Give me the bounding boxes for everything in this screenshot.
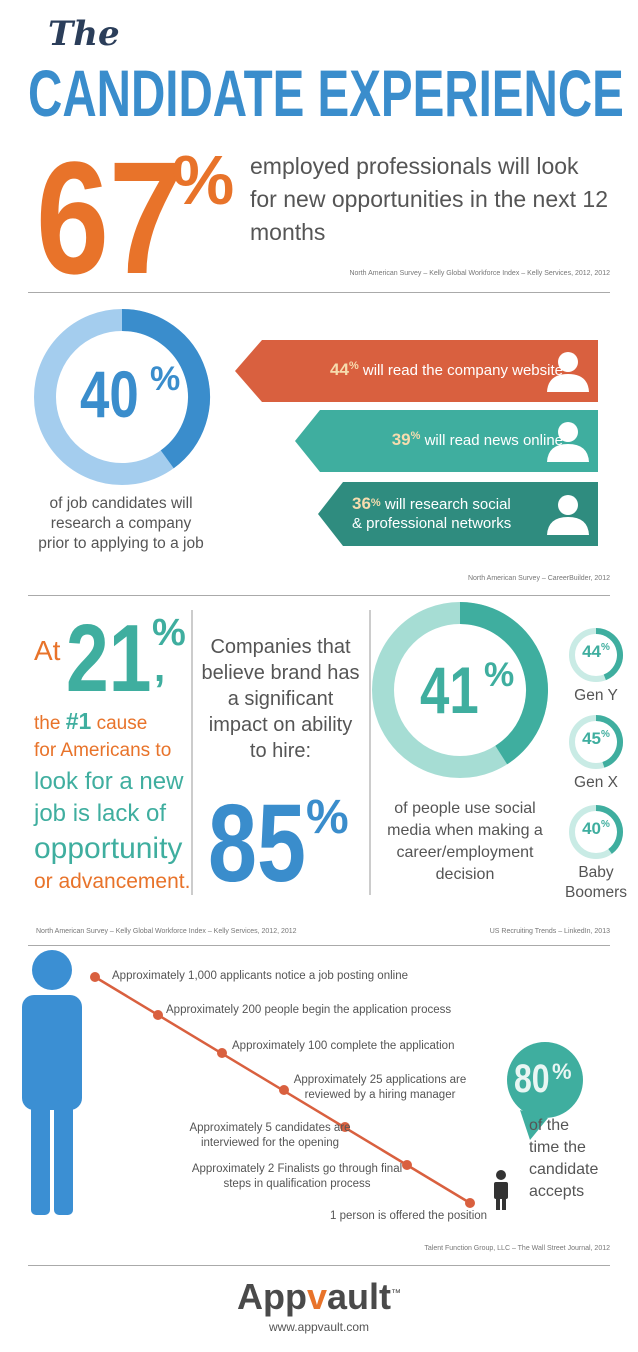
brand-text: Companies that believe brand has a signi…	[201, 636, 360, 762]
funnel-step: 1 person is offered the position	[330, 1210, 488, 1222]
label: will research social	[384, 496, 511, 513]
source: North American Survey – Kelly Global Wor…	[36, 928, 297, 935]
funnel-step: Approximately 2 Finalists go through fin…	[191, 1163, 403, 1190]
ring-arc	[595, 715, 623, 768]
source: North American Survey – CareerBuilder, 2…	[467, 575, 610, 582]
comma: ,	[154, 646, 166, 690]
source: Talent Function Group, LLC – The Wall St…	[424, 1245, 610, 1252]
cause-line: for Americans to	[34, 740, 172, 761]
stat-number: 41	[420, 653, 479, 727]
stat-number: 40	[80, 357, 139, 431]
pct-unit: %	[370, 497, 381, 509]
pct-unit: %	[601, 729, 610, 740]
trademark: ™	[391, 1288, 402, 1299]
title: CANDIDATE EXPERIENCE	[28, 56, 624, 130]
stat-67: 67%	[36, 126, 234, 310]
group-stat: 44%	[572, 642, 620, 662]
logo-part: v	[306, 1276, 327, 1317]
logo-part: ault	[327, 1276, 392, 1317]
accept-stat: 80%	[514, 1057, 572, 1102]
group-label: Gen X	[574, 774, 618, 791]
funnel-step: Approximately 200 people begin the appli…	[166, 1004, 452, 1016]
logo-part: App	[236, 1276, 307, 1317]
rule	[28, 595, 610, 596]
speech-bubble	[507, 1042, 583, 1118]
stat-unit: %	[306, 791, 349, 844]
pct: 36	[352, 494, 371, 513]
cause-at: At	[34, 635, 61, 666]
pct-unit: %	[601, 819, 610, 830]
pct-unit: %	[410, 430, 421, 442]
word: #1	[65, 708, 92, 734]
ring-arc	[595, 628, 623, 681]
ring-arc	[121, 309, 210, 469]
stat-number: 80	[514, 1057, 550, 1101]
funnel-step: Approximately 100 complete the applicati…	[232, 1040, 455, 1052]
pct-unit: %	[601, 642, 610, 653]
funnel-step: Approximately 25 applications are review…	[293, 1074, 467, 1101]
pct: 39	[391, 430, 411, 449]
accept-text: of the time the candidate accepts	[529, 1117, 599, 1200]
url: www.appvault.com	[268, 1320, 370, 1334]
pct: 45	[582, 729, 601, 748]
cause-line: job is lack of	[34, 800, 167, 827]
person-figure	[22, 950, 82, 1215]
research-text: of job candidates will research a compan…	[38, 495, 204, 552]
funnel-dots	[90, 972, 475, 1208]
cause-line: look for a new	[34, 768, 184, 795]
group-label: Baby Boomers	[564, 864, 628, 901]
pct: 44	[330, 360, 349, 379]
banner-text: 36% will research social & professional n…	[352, 494, 511, 533]
logo: Appvault™	[0, 1276, 638, 1318]
social-stat: 41%	[420, 652, 514, 728]
small-person	[494, 1170, 508, 1210]
funnel-step: Approximately 1,000 applicants notice a …	[112, 970, 408, 982]
pct-unit: %	[348, 360, 359, 372]
label: will read the company website	[362, 362, 563, 379]
word: the	[34, 713, 61, 734]
pct: 44	[582, 642, 601, 661]
pct: 40	[582, 819, 601, 838]
cause-line: or advancement.	[34, 870, 191, 893]
cause-line: the #1 cause	[34, 708, 147, 735]
ring-arc	[459, 602, 548, 765]
stat-unit: %	[172, 141, 235, 219]
funnel-step: Approximately 5 candidates are interview…	[189, 1122, 351, 1149]
group-label: Gen Y	[574, 687, 618, 704]
cause-stat: 21%,	[66, 604, 186, 714]
label: & professional networks	[352, 515, 512, 532]
brand-stat: 85%	[208, 780, 349, 907]
group-stat: 40%	[572, 819, 620, 839]
rule	[28, 945, 610, 946]
rule	[28, 1265, 610, 1266]
stat-unit: %	[552, 1059, 572, 1084]
stat-text: employed professionals will look for new…	[250, 153, 609, 245]
stat-unit: %	[152, 612, 186, 654]
stat-unit: %	[150, 360, 181, 398]
banner	[318, 482, 598, 546]
ring-arc	[595, 805, 623, 854]
word: cause	[96, 713, 148, 734]
source: US Recruiting Trends – LinkedIn, 2013	[489, 928, 610, 935]
stat-number: 85	[208, 782, 306, 905]
group-stat: 45%	[572, 729, 620, 749]
title-prefix: The	[48, 14, 120, 54]
cause-line: opportunity	[34, 832, 183, 865]
stat-number: 67	[36, 128, 182, 307]
banner	[295, 410, 598, 472]
banner-text: 44% will read the company website	[330, 360, 563, 380]
stat-number: 21	[66, 605, 152, 712]
person-icons	[547, 352, 589, 535]
research-stat: 40%	[80, 356, 180, 432]
label: will read news online	[424, 432, 563, 449]
banner-text: 39% will read news online	[392, 430, 563, 450]
source: North American Survey – Kelly Global Wor…	[349, 270, 610, 277]
rule	[28, 292, 610, 293]
social-text: of people use social media when making a…	[387, 800, 543, 883]
stat-unit: %	[484, 656, 515, 694]
banner	[235, 340, 598, 402]
